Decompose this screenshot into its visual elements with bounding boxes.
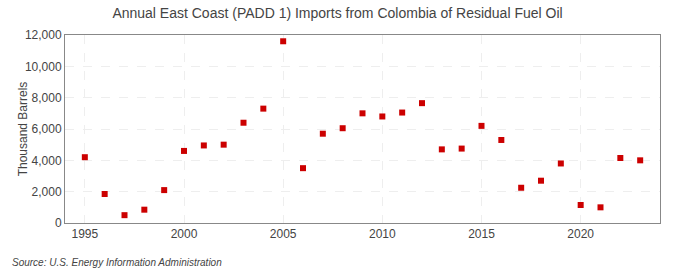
svg-text:2,000: 2,000	[32, 185, 62, 199]
svg-text:2005: 2005	[270, 227, 297, 241]
svg-text:0: 0	[55, 216, 62, 230]
svg-text:12,000: 12,000	[25, 28, 62, 42]
svg-text:2015: 2015	[468, 227, 495, 241]
svg-text:8,000: 8,000	[32, 91, 62, 105]
svg-text:2020: 2020	[567, 227, 594, 241]
svg-text:10,000: 10,000	[25, 60, 62, 74]
svg-text:1995: 1995	[71, 227, 98, 241]
svg-text:Thousand Barrels: Thousand Barrels	[16, 82, 30, 177]
svg-text:Annual East Coast (PADD 1) Imp: Annual East Coast (PADD 1) Imports from …	[112, 5, 562, 21]
svg-text:4,000: 4,000	[32, 154, 62, 168]
svg-text:6,000: 6,000	[32, 122, 62, 136]
svg-text:2000: 2000	[171, 227, 198, 241]
svg-text:2010: 2010	[369, 227, 396, 241]
svg-text:Source: U.S. Energy Informatio: Source: U.S. Energy Information Administ…	[12, 257, 222, 268]
